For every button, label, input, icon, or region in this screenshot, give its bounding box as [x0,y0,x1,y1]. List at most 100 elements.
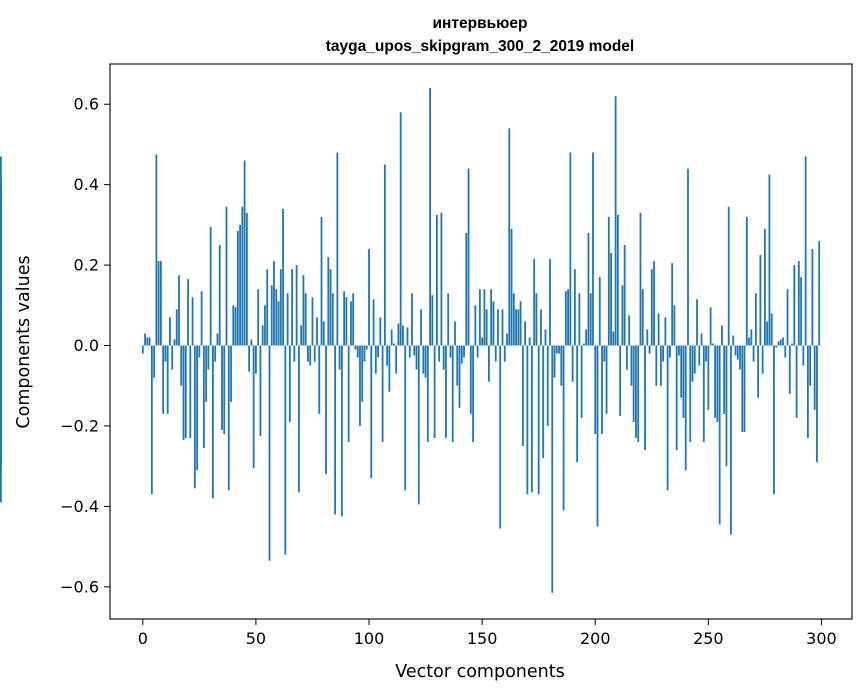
bar [153,345,156,378]
bar [309,345,312,366]
bar [336,152,339,346]
bar [291,269,294,346]
bar [598,277,601,346]
bar [705,345,707,362]
bar [562,345,565,511]
bar [481,337,484,346]
bar [782,337,784,346]
bar [476,345,479,358]
bar [415,345,418,370]
bar [334,345,336,515]
bar [657,313,660,346]
bar [791,343,793,346]
bar [221,345,223,430]
x-tick-label: 150 [467,629,498,648]
bar [223,345,226,434]
bar [180,345,183,386]
bar [607,216,610,346]
bar [806,345,809,439]
bar [501,309,504,346]
bar [573,269,576,346]
bar [216,333,219,346]
bar [150,345,153,495]
bar [266,269,269,346]
bar [438,345,441,362]
bar [576,345,579,463]
bar [191,297,194,346]
chart-title: интервьюер [433,15,528,32]
bar [571,345,574,382]
bar [795,345,798,418]
bar [225,206,228,346]
bar [766,321,769,346]
bar [578,293,581,346]
bar [311,297,314,346]
bar [494,345,497,362]
bar [646,329,649,346]
bar [207,345,210,370]
bar [420,309,422,346]
bar [716,345,719,422]
x-tick-label: 100 [354,629,385,648]
bar [159,261,162,346]
bar [616,214,619,346]
bar [345,297,348,346]
x-tick-label: 200 [580,629,611,648]
bar [166,345,169,414]
bar [322,321,325,346]
bar [714,345,717,418]
bar [515,309,517,346]
bar [779,339,782,346]
bar [544,329,547,346]
bar [264,305,266,346]
bar [750,329,753,346]
bar [612,331,615,346]
bar [596,345,599,527]
bar [517,309,520,346]
bar [730,345,732,535]
bar [759,255,762,346]
bar [793,265,796,346]
bar [155,154,158,346]
bar [693,345,696,374]
bar [236,230,239,346]
bar [393,343,395,346]
bar [316,317,318,346]
bar [809,345,812,386]
bar [770,313,773,346]
bar [381,345,384,443]
bar [383,164,386,346]
bar [635,345,637,439]
bar [454,321,456,346]
bar [689,345,692,443]
bar [340,345,343,517]
bar [671,263,674,346]
bar [587,232,590,346]
bar [350,301,352,346]
bar [460,345,463,364]
bar [277,301,280,346]
bar [250,339,253,346]
bar [200,291,203,346]
bar [325,345,327,475]
bar [655,345,658,386]
bar [553,345,556,378]
bar [318,345,321,414]
bar [144,333,146,346]
bar [141,345,144,354]
bar [510,228,513,346]
bar [564,291,567,346]
bar [148,337,151,346]
bar [497,309,499,346]
bar [368,249,370,346]
bars-group [0,88,821,593]
bar [445,345,447,439]
bar [214,345,217,362]
bar [252,345,255,469]
bar [648,345,651,354]
bar [268,345,271,561]
bar [248,345,251,372]
y-axis-ticks: −0.6 −0.4 −0.2 0.0 0.2 0.4 0.6 [60,95,110,596]
bar [764,228,766,346]
bar [535,293,538,346]
